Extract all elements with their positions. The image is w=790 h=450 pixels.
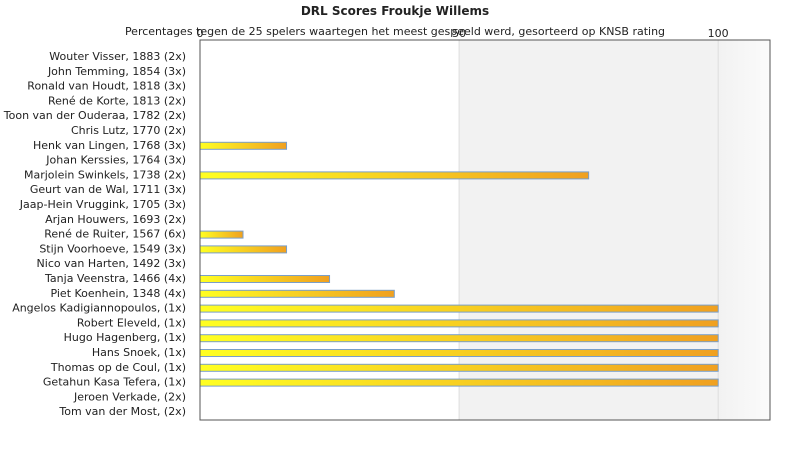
chart-subtitle: Percentages tegen de 25 spelers waartege… <box>124 25 666 38</box>
y-category-label: Wouter Visser, 1883 (2x) <box>49 50 186 63</box>
y-category-label: Angelos Kadigiannopoulos, (1x) <box>12 302 186 315</box>
y-category-label: Henk van Lingen, 1768 (3x) <box>33 139 186 152</box>
y-axis-category-labels: Wouter Visser, 1883 (2x) John Temming, 18… <box>3 50 186 418</box>
y-category-label: Ronald van Houdt, 1818 (3x) <box>27 80 186 93</box>
y-category-label: Nico van Harten, 1492 (3x) <box>37 257 186 270</box>
y-category-label: John Temming, 1854 (3x) <box>47 65 186 78</box>
y-category-label: Johan Kerssies, 1764 (3x) <box>45 154 186 167</box>
y-category-label: Piet Koenhein, 1348 (4x) <box>50 287 186 300</box>
bar <box>199 141 288 150</box>
bar <box>199 378 719 387</box>
bar <box>199 275 331 283</box>
bar <box>199 230 244 239</box>
x-tick-label: 0 <box>197 27 204 40</box>
bar <box>199 319 719 328</box>
y-category-label: Hugo Hagenberg, (1x) <box>64 331 186 344</box>
bar <box>199 171 590 180</box>
bar <box>199 245 288 254</box>
y-category-label: Thomas op de Coul, (1x) <box>50 361 186 374</box>
bar <box>199 289 395 298</box>
y-category-label: Getahun Kasa Tefera, (1x) <box>43 376 186 389</box>
bar <box>199 363 719 372</box>
plot-background <box>200 40 770 420</box>
bar <box>199 304 719 313</box>
y-category-label: René de Korte, 1813 (2x) <box>48 94 186 107</box>
band-0-50 <box>200 40 460 420</box>
y-category-label: Arjan Houwers, 1693 (2x) <box>45 213 186 226</box>
band-100-plus <box>718 40 770 420</box>
y-category-label: Jeroen Verkade, (2x) <box>73 390 186 403</box>
y-category-label: Marjolein Swinkels, 1738 (2x) <box>24 168 186 181</box>
y-category-label: Toon van der Ouderaa, 1782 (2x) <box>3 109 186 122</box>
y-category-label: Geurt van de Wal, 1711 (3x) <box>30 183 186 196</box>
y-category-label: Robert Eleveld, (1x) <box>77 316 186 329</box>
y-category-label: Tom van der Most, (2x) <box>58 405 186 418</box>
bar <box>199 349 719 357</box>
plot-frame <box>199 39 771 421</box>
x-tick-label: 50 <box>452 27 466 40</box>
y-category-label: Hans Snoek, (1x) <box>92 346 186 359</box>
y-category-label: René de Ruiter, 1567 (6x) <box>44 228 186 241</box>
y-category-label: Tanja Veenstra, 1466 (4x) <box>44 272 186 285</box>
y-category-label: Jaap-Hein Vruggink, 1705 (3x) <box>19 198 186 211</box>
bar <box>199 334 719 343</box>
x-axis-tick-labels: 0 50 100 <box>197 27 729 40</box>
y-category-label: Chris Lutz, 1770 (2x) <box>71 124 186 137</box>
y-category-label: Stijn Voorhoeve, 1549 (3x) <box>39 242 186 255</box>
x-tick-label: 100 <box>708 27 729 40</box>
band-50-100 <box>459 40 719 420</box>
chart-title: DRL Scores Froukje Willems <box>300 4 490 18</box>
